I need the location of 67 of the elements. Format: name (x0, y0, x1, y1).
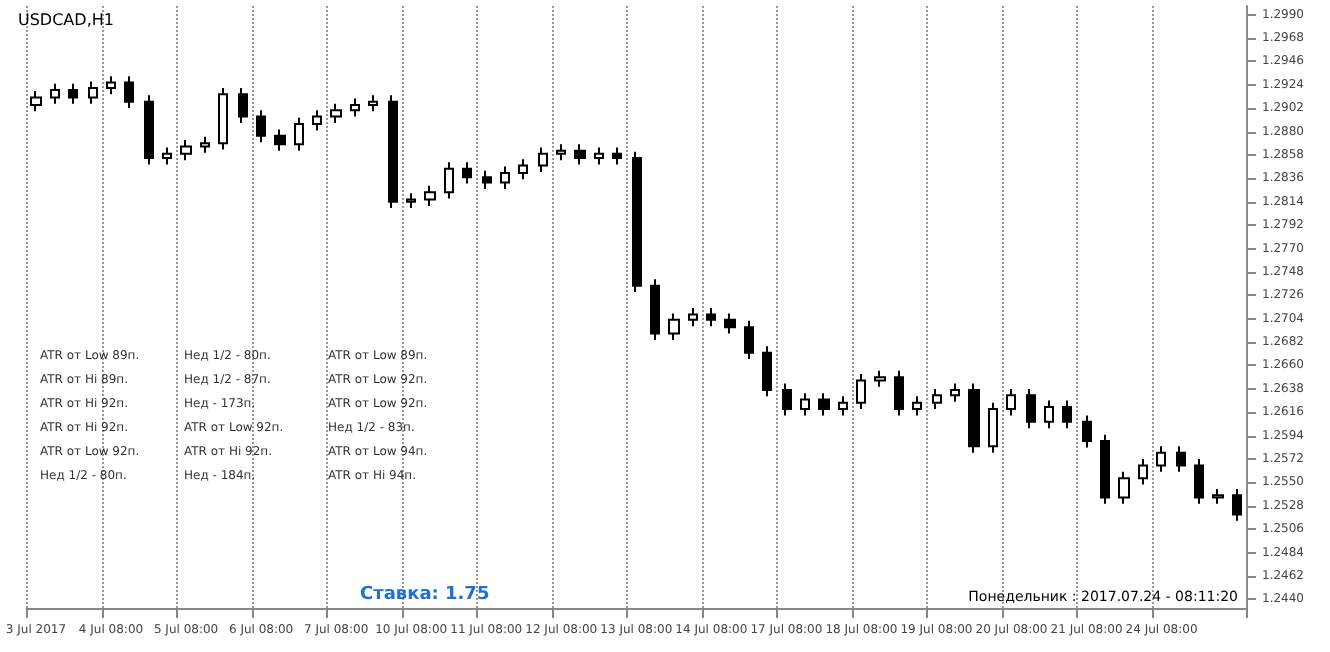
candlestick (668, 312, 680, 341)
candlestick (462, 161, 472, 185)
candlestick (874, 369, 886, 388)
candlestick (424, 184, 436, 207)
candlestick (68, 82, 78, 105)
candlestick (574, 143, 586, 166)
candlestick (350, 97, 360, 118)
candlestick (1026, 387, 1036, 430)
candlestick (988, 401, 998, 454)
candlestick (256, 109, 266, 144)
candlestick (894, 369, 904, 417)
candlestick (444, 161, 454, 200)
candlestick (388, 94, 398, 210)
candlestick (538, 146, 548, 173)
candlestick (706, 307, 716, 328)
candlestick (238, 86, 248, 124)
candlestick (688, 307, 698, 328)
candlestick (782, 382, 792, 417)
annotation: Ставка: 1.75 (360, 585, 490, 605)
candlestick (950, 382, 960, 403)
candlestick (88, 80, 98, 105)
candlestick (294, 116, 304, 152)
candlestick (1044, 399, 1054, 430)
candlestick (612, 146, 622, 166)
candlestick (744, 319, 754, 361)
candlestick (406, 192, 416, 210)
candlestick (1156, 445, 1166, 473)
candlestick (1062, 399, 1072, 430)
candlestick (124, 75, 134, 110)
candlestick (1138, 458, 1148, 486)
candlestick (1118, 470, 1130, 505)
candlestick (312, 109, 322, 132)
candlestick (274, 128, 286, 152)
candlestick (1176, 445, 1186, 473)
candlestick (968, 382, 980, 454)
candlestick (556, 143, 566, 162)
candlestick (1100, 433, 1110, 505)
candlestick (330, 102, 342, 124)
candlestick (1194, 458, 1204, 505)
candlestick (594, 146, 604, 166)
candlestick (1212, 487, 1224, 505)
candlestick (650, 278, 660, 341)
candlestick (162, 146, 172, 166)
candlestick (632, 150, 642, 294)
candlestick (218, 86, 228, 151)
chart-title: USDCAD,H1 (18, 11, 114, 29)
candlestick (1006, 387, 1016, 417)
candlestick (144, 94, 154, 166)
candlestick (368, 94, 378, 113)
candlestick (180, 139, 192, 162)
candlestick (1232, 487, 1242, 522)
candlestick (818, 392, 830, 417)
candlestick (762, 345, 772, 398)
candlestick (106, 75, 116, 96)
candlestick (482, 169, 492, 190)
candlestick (1082, 414, 1092, 449)
candlestick (912, 395, 922, 417)
candlestick (500, 165, 510, 190)
candlestick (838, 395, 848, 417)
candlestick (518, 158, 528, 181)
candlestick (856, 373, 866, 411)
candlestick (724, 312, 736, 335)
candlestick (200, 135, 210, 154)
candlestick (932, 387, 942, 411)
candlestick (50, 82, 60, 105)
candlestick (30, 90, 42, 113)
candlestick (800, 392, 810, 417)
